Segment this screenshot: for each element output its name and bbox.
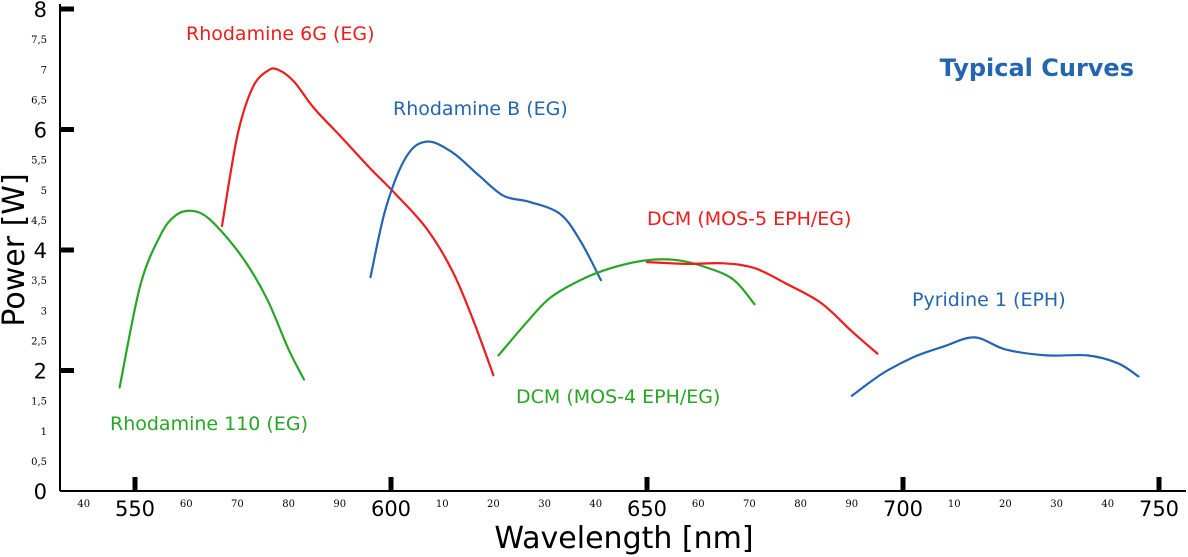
series-label-dcm-mos-5-eph-eg: DCM (MOS-5 EPH/EG) [647, 208, 851, 230]
series-line-pyridine-1-eph [850, 336, 1140, 397]
series-line-rhodamine-b-eg [369, 140, 602, 282]
y-minor-tick-label: 3 [41, 306, 47, 317]
x-minor-tick-label: 90 [333, 499, 346, 510]
y-tick-label: 0 [34, 480, 47, 504]
x-minor-tick-label: 40 [589, 499, 602, 510]
x-tick-label: 600 [371, 497, 411, 521]
x-minor-tick-label: 70 [231, 499, 244, 510]
x-minor-tick-label: 10 [948, 499, 961, 510]
y-tick-label: 6 [34, 119, 47, 143]
y-minor-tick-label: 1,5 [31, 397, 47, 408]
y-minor-tick-label: 1 [41, 427, 47, 438]
x-minor-tick-label: 80 [282, 499, 295, 510]
y-minor-tick-label: 4,5 [31, 216, 47, 227]
series-label-rhodamine-6g-eg: Rhodamine 6G (EG) [186, 23, 375, 45]
x-minor-tick-label: 40 [77, 499, 90, 510]
y-tick-label: 2 [34, 360, 47, 384]
y-minor-tick-label: 7 [41, 65, 47, 76]
y-minor-tick-label: 0,5 [31, 457, 47, 468]
y-minor-tick-label: 7,5 [31, 35, 47, 46]
x-minor-tick-label: 60 [180, 499, 193, 510]
x-minor-tick-label: 70 [743, 499, 756, 510]
series-line-rhodamine-110-eg [118, 209, 306, 389]
x-tick-label: 700 [883, 497, 923, 521]
chart-title: Typical Curves [940, 54, 1134, 82]
x-minor-tick-label: 90 [845, 499, 858, 510]
series-line-dcm-mos-5-eph-eg [645, 261, 879, 355]
y-tick-label: 8 [34, 0, 47, 22]
y-minor-tick-label: 2,5 [31, 336, 47, 347]
y-tick-label: 4 [34, 239, 47, 263]
series-line-rhodamine-6g-eg [220, 67, 495, 377]
x-minor-tick-label: 30 [538, 499, 551, 510]
x-axis-title: Wavelength [nm] [494, 521, 753, 556]
series-label-pyridine-1-eph: Pyridine 1 (EPH) [912, 289, 1066, 311]
series-label-rhodamine-110-eg: Rhodamine 110 (EG) [110, 413, 308, 435]
series-label-dcm-mos-4-eph-eg: DCM (MOS-4 EPH/EG) [516, 386, 720, 408]
y-minor-tick-label: 5 [41, 186, 47, 197]
y-minor-tick-label: 5,5 [31, 156, 47, 167]
series-layer [118, 67, 1140, 397]
x-minor-tick-label: 60 [692, 499, 705, 510]
y-minor-tick-label: 6,5 [31, 95, 47, 106]
x-tick-label: 650 [627, 497, 667, 521]
x-minor-tick-label: 10 [436, 499, 449, 510]
x-minor-tick-label: 40 [1101, 499, 1114, 510]
y-minor-tick-label: 3,5 [31, 276, 47, 287]
x-minor-tick-label: 20 [487, 499, 500, 510]
series-line-dcm-mos-4-eph-eg [497, 258, 756, 357]
y-axis-title: Power [W] [0, 173, 32, 326]
x-tick-label: 750 [1139, 497, 1179, 521]
series-label-rhodamine-b-eg: Rhodamine B (EG) [393, 98, 568, 120]
series-labels: Rhodamine 6G (EG) Rhodamine B (EG) DCM (MO… [110, 23, 1066, 435]
x-minor-tick-label: 20 [999, 499, 1012, 510]
x-minor-tick-label: 80 [794, 499, 807, 510]
x-minor-tick-label: 30 [1050, 499, 1063, 510]
x-tick-label: 550 [115, 497, 155, 521]
